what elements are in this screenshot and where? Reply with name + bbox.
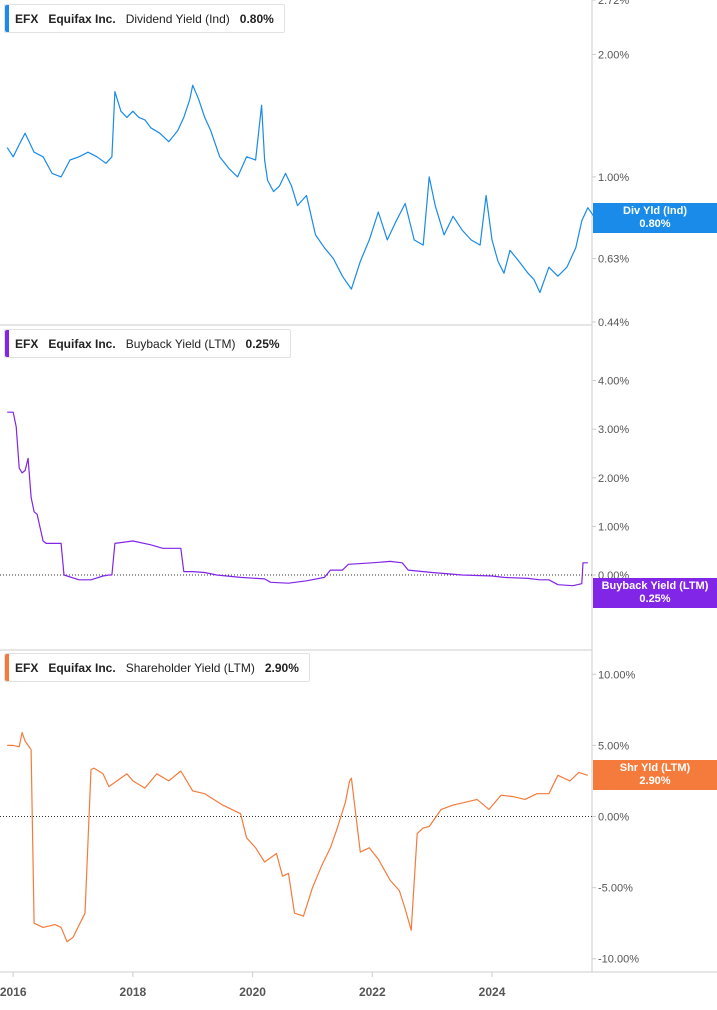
legend-company: Equifax Inc. [48, 336, 116, 351]
y-tick-label: 0.44% [598, 317, 629, 329]
tag-value: 0.80% [639, 218, 671, 230]
legend-shareholder-yield: EFX Equifax Inc. Shareholder Yield (LTM)… [4, 653, 310, 682]
tag-label: Div Yld (Ind) [623, 205, 687, 217]
x-tick-label: 2022 [359, 985, 386, 999]
series-line [6, 84, 595, 294]
y-tick-label: -5.00% [598, 883, 633, 895]
y-tick-label: 0.63% [598, 254, 629, 266]
legend-value: 0.80% [239, 11, 274, 26]
x-tick-label: 2024 [479, 985, 506, 999]
y-tick-label: 2.00% [598, 49, 629, 61]
y-tick-label: 4.00% [598, 376, 629, 388]
tag-value: 2.90% [639, 775, 671, 787]
x-tick-label: 2016 [0, 985, 27, 999]
y-tick-label: 2.00% [598, 473, 629, 485]
x-tick-label: 2020 [239, 985, 266, 999]
y-tick-label: 1.00% [598, 521, 629, 533]
y-tick-label: 10.00% [598, 669, 636, 681]
legend-company: Equifax Inc. [48, 11, 116, 26]
legend-dividend-yield: EFX Equifax Inc. Dividend Yield (Ind) 0.… [4, 4, 285, 33]
value-tag-dividend-yield: Div Yld (Ind) 0.80% [593, 203, 717, 233]
series-line [7, 732, 588, 943]
legend-buyback-yield: EFX Equifax Inc. Buyback Yield (LTM) 0.2… [4, 329, 291, 358]
tag-value: 0.25% [639, 593, 671, 605]
tag-label: Shr Yld (LTM) [619, 762, 691, 774]
value-tag-shareholder-yield: Shr Yld (LTM) 2.90% [593, 760, 717, 790]
y-tick-label: 1.00% [598, 172, 629, 184]
y-tick-label: 0.00% [598, 812, 629, 824]
legend-color-swatch [5, 654, 9, 681]
legend-ticker: EFX [15, 336, 39, 351]
y-tick-label: 3.00% [598, 424, 629, 436]
legend-value: 2.90% [264, 660, 299, 675]
legend-ticker: EFX [15, 11, 39, 26]
tag-label: Buyback Yield (LTM) [601, 580, 709, 592]
legend-ticker: EFX [15, 660, 39, 675]
legend-metric: Buyback Yield (LTM) [125, 336, 236, 351]
legend-color-swatch [5, 5, 9, 32]
y-tick-label: -10.00% [598, 954, 639, 966]
x-tick-label: 2018 [120, 985, 147, 999]
y-tick-label: 5.00% [598, 740, 629, 752]
legend-company: Equifax Inc. [48, 660, 116, 675]
value-tag-buyback-yield: Buyback Yield (LTM) 0.25% [593, 578, 717, 608]
y-tick-label: 2.72% [598, 0, 629, 7]
legend-metric: Dividend Yield (Ind) [125, 11, 230, 26]
legend-metric: Shareholder Yield (LTM) [125, 660, 255, 675]
series-line [7, 411, 588, 587]
legend-value: 0.25% [245, 336, 280, 351]
legend-color-swatch [5, 330, 9, 357]
